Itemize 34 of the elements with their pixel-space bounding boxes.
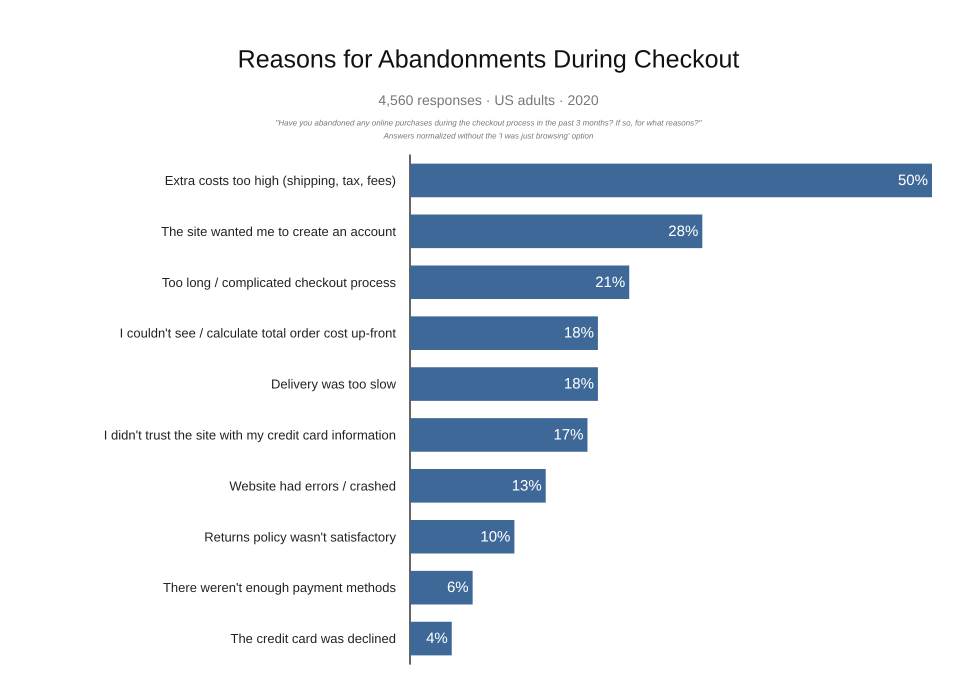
data-label: 4% bbox=[426, 630, 448, 648]
y-tick-label: Returns policy wasn't satisfactory bbox=[204, 529, 396, 544]
bar bbox=[410, 164, 932, 198]
data-label: 18% bbox=[564, 376, 594, 393]
bar bbox=[410, 418, 588, 452]
bar bbox=[410, 316, 598, 350]
data-label: 50% bbox=[898, 172, 928, 189]
data-label: 10% bbox=[480, 528, 510, 546]
data-label: 6% bbox=[446, 579, 469, 596]
bar bbox=[410, 214, 702, 248]
y-tick-label: There weren't enough payment methods bbox=[162, 580, 396, 596]
text: Answers normalized without the 'I was just browsing' option bbox=[382, 132, 594, 140]
data-label: 28% bbox=[668, 222, 698, 240]
bar bbox=[410, 570, 473, 604]
y-tick-label: Delivery was too slow bbox=[271, 376, 397, 392]
data-label: 18% bbox=[564, 324, 594, 342]
y-tick-label: The site wanted me to create an account bbox=[161, 224, 396, 239]
bar bbox=[410, 622, 452, 656]
bar bbox=[410, 367, 598, 401]
data-label: 17% bbox=[553, 426, 584, 444]
data-label: 13% bbox=[512, 477, 542, 494]
chart-title: Reasons for Abandonments During Checkout bbox=[238, 46, 740, 74]
y-tick-label: Too long / complicated checkout process bbox=[162, 274, 396, 290]
y-tick-label: Website had errors / crashed bbox=[229, 478, 396, 494]
bar bbox=[410, 469, 546, 503]
y-tick-label: The credit card was declined bbox=[230, 631, 396, 646]
data-label: 21% bbox=[595, 274, 626, 291]
chart-subtitle: 4,560 responses · US adults · 2020 bbox=[378, 92, 599, 108]
y-tick-label: I didn't trust the site with my credit card information bbox=[104, 427, 396, 442]
bar bbox=[410, 265, 630, 300]
y-tick-label: I couldn't see / calculate total order cost up-front bbox=[120, 326, 396, 341]
bar bbox=[410, 520, 514, 554]
text: "Have you abandoned any online purchases during the checkout process in the past 3 months? If so, for what reasons?" bbox=[276, 118, 703, 128]
y-tick-label: Extra costs too high (shipping, tax, fees) bbox=[164, 172, 396, 188]
